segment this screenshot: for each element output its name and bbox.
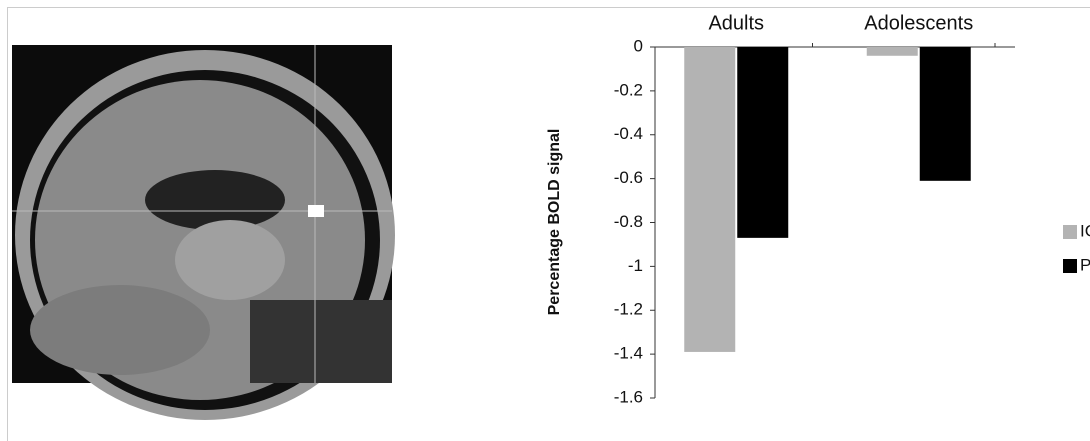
bar	[867, 47, 918, 56]
y-tick-label: -0.4	[614, 124, 643, 143]
y-tick-label: -1	[628, 256, 643, 275]
legend-swatch	[1063, 259, 1077, 273]
y-axis-label: Percentage BOLD signal	[546, 129, 563, 316]
bar	[920, 47, 971, 181]
y-tick-label: -0.6	[614, 168, 643, 187]
y-tick-label: -0.2	[614, 80, 643, 99]
bar	[737, 47, 788, 238]
brain-image	[12, 45, 395, 420]
y-tick-label: -1.4	[614, 344, 643, 363]
x-tick-label: Adolescents	[864, 12, 973, 34]
legend-label: PC	[1080, 255, 1090, 274]
y-tick-label: -0.8	[614, 212, 643, 231]
legend-label: IC	[1080, 221, 1090, 240]
x-tick-label: Adults	[708, 12, 764, 34]
y-tick-label: -1.2	[614, 300, 643, 319]
y-tick-label: 0	[634, 36, 643, 55]
bar	[684, 47, 735, 352]
legend-swatch	[1063, 225, 1077, 239]
figure: Percentage BOLD signal 0 -0.2 -0.4 -0.6 -0.8…	[0, 0, 1090, 441]
y-tick-label: -1.6	[614, 387, 643, 406]
page: {"chart_data": {"type": "bar", "y_label"…	[0, 0, 1090, 441]
